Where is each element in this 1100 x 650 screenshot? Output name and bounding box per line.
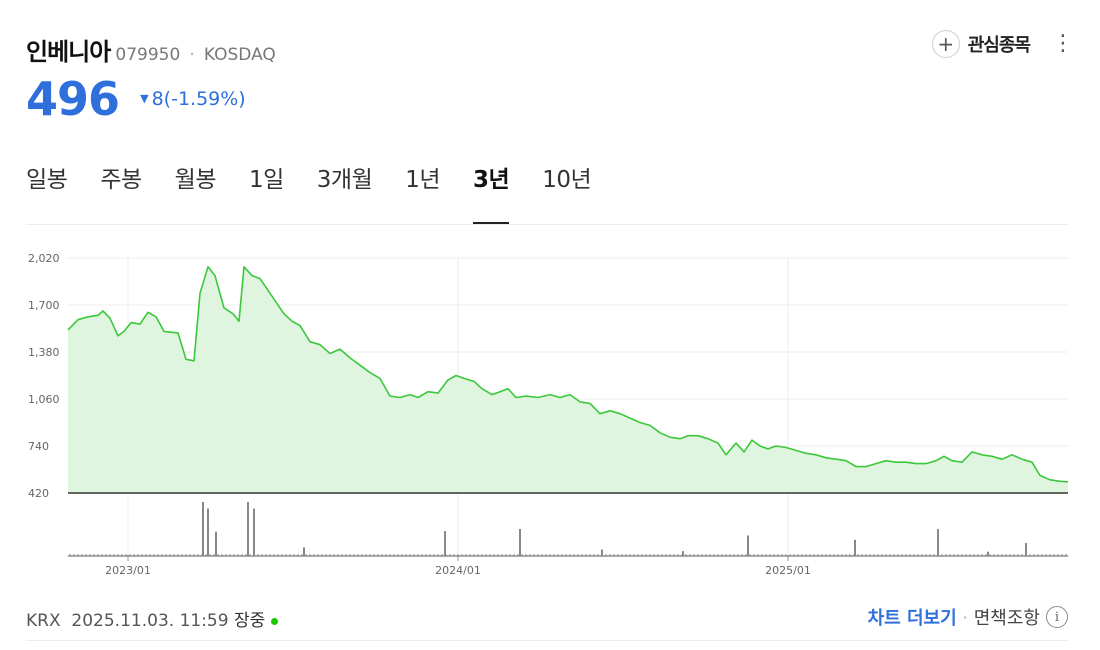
tab-2[interactable]: 월봉 bbox=[174, 167, 217, 193]
volume-bar bbox=[303, 547, 305, 556]
volume-bar bbox=[444, 531, 446, 556]
volume-bar bbox=[253, 508, 255, 556]
footer-links: 차트 더보기 · 면책조항 i bbox=[868, 604, 1068, 630]
price-change-value: 8(-1.59%) bbox=[151, 88, 246, 110]
price-change: ▼ 8(-1.59%) bbox=[140, 88, 246, 110]
add-watchlist-button[interactable]: + 관심종목 bbox=[931, 30, 1031, 58]
tab-4[interactable]: 3개월 bbox=[316, 167, 373, 193]
volume-bar bbox=[747, 535, 749, 556]
footer-separator: · bbox=[962, 607, 968, 627]
stock-title: 인베니아 079950 · KOSDAQ bbox=[26, 32, 276, 67]
volume-bar bbox=[247, 502, 249, 556]
tab-6[interactable]: 3년 bbox=[473, 160, 510, 224]
header-actions: + 관심종목 ⋮ bbox=[931, 30, 1074, 58]
period-tabs: 일봉 주봉 월봉 1일 3개월 1년 3년 10년 bbox=[26, 160, 624, 224]
volume-bar bbox=[202, 502, 204, 556]
footer-info: KRX 2025.11.03. 11:59 장중 bbox=[26, 606, 279, 631]
x-tick-label: 2024/01 bbox=[435, 564, 481, 577]
live-dot-icon bbox=[271, 617, 279, 625]
volume-bar bbox=[937, 529, 939, 556]
volume-bar bbox=[519, 529, 521, 556]
tab-7[interactable]: 10년 bbox=[542, 167, 592, 193]
tab-0[interactable]: 일봉 bbox=[26, 167, 68, 193]
x-tick-label: 2023/01 bbox=[105, 564, 151, 577]
plus-icon: + bbox=[931, 30, 960, 58]
tab-3[interactable]: 1일 bbox=[248, 167, 284, 193]
tab-1[interactable]: 주봉 bbox=[100, 167, 142, 193]
y-tick-label: 1,380 bbox=[28, 346, 60, 359]
stock-name[interactable]: 인베니아 bbox=[26, 38, 111, 66]
info-icon[interactable]: i bbox=[1046, 606, 1068, 628]
volume-bar bbox=[601, 549, 603, 556]
stock-code: 079950 bbox=[115, 45, 181, 65]
y-tick-label: 2,020 bbox=[28, 252, 60, 265]
y-tick-label: 1,060 bbox=[28, 393, 60, 406]
more-chart-link[interactable]: 차트 더보기 bbox=[867, 608, 957, 629]
volume-bar bbox=[1025, 543, 1027, 556]
exchange-label: KRX bbox=[26, 611, 61, 631]
volume-bar bbox=[682, 551, 684, 556]
tab-5[interactable]: 1년 bbox=[405, 167, 441, 193]
volume-bar bbox=[207, 508, 209, 556]
price-chart[interactable]: 2,020 1,700 1,380 1,060 740 420 2023/01 2024/01… bbox=[0, 240, 1100, 585]
price-row: 496 ▼ 8(-1.59%) bbox=[26, 72, 246, 126]
price-line bbox=[67, 266, 1069, 483]
more-options-icon[interactable]: ⋮ bbox=[1052, 31, 1074, 56]
down-arrow-icon: ▼ bbox=[140, 92, 149, 105]
y-tick-label: 420 bbox=[28, 487, 49, 500]
stock-header: 인베니아 079950 · KOSDAQ + 관심종목 ⋮ bbox=[26, 26, 1074, 66]
x-tick-label: 2025/01 bbox=[765, 564, 811, 577]
title-separator: · bbox=[189, 45, 195, 65]
y-tick-label: 1,700 bbox=[28, 299, 60, 312]
market-name: KOSDAQ bbox=[203, 45, 276, 65]
price-area bbox=[68, 266, 1068, 493]
bottom-divider bbox=[26, 640, 1068, 641]
volume-bar bbox=[987, 551, 989, 556]
market-status: 장중 bbox=[233, 611, 266, 631]
disclaimer-link[interactable]: 면책조항 bbox=[973, 608, 1040, 629]
watchlist-label: 관심종목 bbox=[967, 35, 1031, 56]
timestamp: 2025.11.03. 11:59 bbox=[71, 611, 229, 631]
volume-bar bbox=[854, 539, 856, 556]
volume-bar bbox=[215, 531, 217, 556]
current-price: 496 bbox=[26, 72, 120, 126]
tab-divider bbox=[26, 224, 1068, 225]
y-tick-label: 740 bbox=[28, 440, 49, 453]
